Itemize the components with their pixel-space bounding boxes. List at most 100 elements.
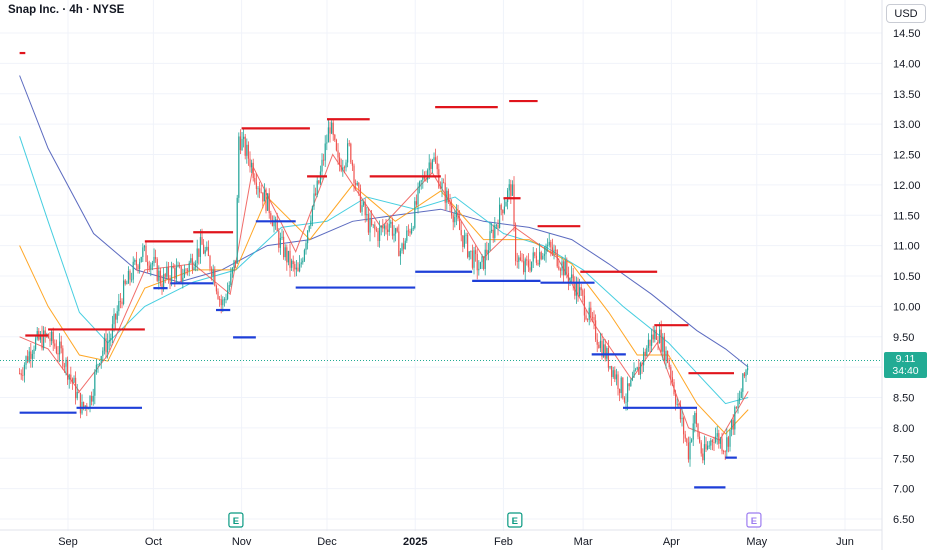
candle-body [180, 266, 182, 282]
candle-body [92, 395, 94, 402]
candle-body [719, 438, 722, 444]
candle-body [49, 338, 51, 342]
candle-body [270, 213, 272, 220]
candle-body [655, 329, 658, 340]
candle-body [559, 269, 562, 271]
candle-body [707, 445, 709, 450]
candle-body [460, 229, 462, 236]
candle-body [300, 262, 302, 265]
candle-body [311, 206, 314, 221]
y-tick-label: 13.50 [893, 89, 921, 101]
candle-body [299, 264, 301, 272]
candle-body [110, 338, 112, 340]
candle-body [550, 241, 552, 248]
candle-body [247, 144, 250, 159]
grid [0, 0, 882, 531]
candle-body [124, 280, 126, 284]
candle-body [342, 167, 344, 171]
candle-body [511, 184, 514, 196]
candle-body [214, 269, 216, 286]
candle-body [433, 157, 435, 161]
candle-body [222, 299, 224, 306]
candle-body [43, 330, 45, 349]
y-tick-label: 8.50 [893, 393, 914, 405]
candle-body [551, 247, 554, 253]
candle-body [129, 270, 131, 280]
candle-body [591, 316, 594, 318]
candle-body [633, 370, 635, 378]
candle-body [727, 437, 730, 447]
currency-button[interactable]: USD [886, 4, 926, 23]
candle-body [318, 180, 320, 184]
candle-body [545, 245, 547, 255]
candle-body [308, 225, 310, 231]
candle-body [303, 250, 306, 261]
candle-body [742, 373, 744, 392]
candle-body [495, 224, 498, 226]
candle-body [254, 177, 256, 183]
candle-body [345, 162, 347, 168]
candle-body [665, 350, 667, 361]
candle-body [139, 262, 141, 270]
candle-body [25, 356, 27, 365]
candle-body [502, 209, 504, 214]
x-tick-label: Apr [663, 536, 680, 548]
candle-body [561, 261, 563, 271]
candle-body [41, 334, 43, 349]
candle-body [435, 157, 437, 164]
candle-body [447, 190, 450, 202]
candle-body [327, 127, 330, 143]
candle-body [183, 269, 186, 278]
candle-body [313, 193, 315, 207]
candle-body [540, 252, 542, 260]
candle-body [527, 260, 530, 268]
candle-body [134, 260, 136, 262]
candle-body [59, 341, 61, 355]
candle-body [169, 278, 171, 282]
candle-body [97, 364, 99, 366]
candle-body [475, 250, 477, 255]
candle-body [713, 442, 715, 443]
candle-body [398, 231, 400, 257]
candle-body [505, 201, 507, 207]
candle-body [519, 257, 522, 261]
candle-body [62, 348, 64, 367]
candle-body [449, 201, 451, 207]
candle-body [241, 138, 243, 151]
candle-body [231, 267, 234, 274]
candle-body [57, 353, 59, 355]
candle-body [387, 229, 389, 232]
chart-title[interactable]: Snap Inc. · 4h · NYSE [8, 4, 125, 16]
candle-body [390, 221, 392, 224]
candle-body [388, 223, 390, 232]
candle-body [155, 256, 157, 260]
y-tick-label: 11.00 [893, 241, 920, 253]
candle-body [35, 338, 37, 350]
candle-body [28, 351, 30, 362]
candle-body [99, 363, 101, 365]
candle-body [643, 351, 645, 366]
candle-body [127, 270, 130, 284]
y-tick-label: 9.50 [893, 332, 914, 344]
candle-body [567, 273, 570, 282]
candle-body [215, 285, 218, 292]
candle-body [321, 159, 323, 172]
earnings-marker-label: E [751, 516, 757, 527]
candle-body [89, 395, 91, 409]
candle-body [95, 364, 98, 373]
candle-body [737, 400, 739, 409]
candle-body [641, 362, 643, 366]
candle-body [105, 338, 107, 353]
candle-body [622, 377, 624, 398]
candle-body [430, 162, 432, 169]
candle-body [159, 270, 162, 284]
candle-body [715, 436, 717, 443]
candle-body [143, 245, 146, 248]
candle-body [167, 267, 170, 279]
candle-body [39, 334, 42, 340]
candle-body [483, 256, 485, 269]
candle-body [356, 182, 358, 185]
candle-body [524, 259, 526, 273]
candle-body [137, 265, 139, 270]
